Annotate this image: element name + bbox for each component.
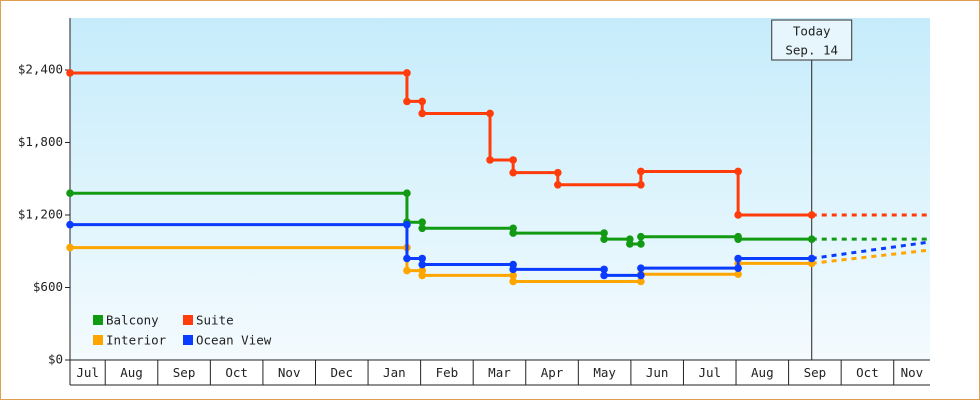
price-point xyxy=(418,254,427,263)
legend-swatch xyxy=(93,335,103,345)
x-tick-label: Jun xyxy=(646,365,669,380)
price-point xyxy=(637,232,645,241)
price-point xyxy=(509,168,517,177)
y-tick-label: $1,800 xyxy=(18,134,63,149)
price-point xyxy=(600,235,608,243)
price-point xyxy=(66,243,74,252)
legend-label: Suite xyxy=(196,313,234,328)
price-point xyxy=(600,229,608,237)
price-point xyxy=(403,266,411,275)
today-label: Today xyxy=(793,24,831,39)
legend-label: Balcony xyxy=(106,313,159,328)
price-point xyxy=(637,180,645,189)
price-point xyxy=(626,240,634,248)
price-point xyxy=(66,220,74,229)
price-point xyxy=(486,109,494,118)
legend-swatch xyxy=(183,335,193,345)
x-tick-label: Feb xyxy=(436,365,459,380)
price-point xyxy=(418,271,427,280)
legend-label: Interior xyxy=(106,333,167,348)
plot-area xyxy=(70,18,930,360)
price-point xyxy=(734,270,742,278)
price-point xyxy=(600,271,608,280)
price-point xyxy=(637,271,645,280)
layer: $0 $600 $1,200 $1,800 $2,400 Jul Aug Sep Oct Nov D… xyxy=(18,18,931,386)
x-tick-label: Oct xyxy=(225,365,248,380)
price-point xyxy=(418,97,427,106)
y-tick-label: $0 xyxy=(48,352,63,367)
x-tick-label: Apr xyxy=(541,365,564,380)
legend-label: Ocean View xyxy=(196,333,272,348)
price-point xyxy=(66,69,74,77)
x-tick-label: Jul xyxy=(698,365,721,380)
price-point xyxy=(637,264,645,272)
price-point xyxy=(509,277,517,286)
price-point xyxy=(734,235,742,243)
price-point xyxy=(554,168,562,177)
price-point xyxy=(486,156,494,164)
price-point xyxy=(509,271,517,280)
price-point xyxy=(637,277,645,286)
price-point xyxy=(509,229,517,237)
price-point xyxy=(637,167,645,176)
price-point xyxy=(734,211,742,219)
y-tick-label: $600 xyxy=(33,279,63,294)
x-tick-label: Jul xyxy=(76,365,99,380)
price-point xyxy=(403,69,411,77)
x-tick-label: Jan xyxy=(383,365,406,380)
y-tick-label: $1,200 xyxy=(18,206,63,221)
price-point xyxy=(734,254,742,263)
legend-swatch xyxy=(93,315,103,325)
price-point xyxy=(600,265,608,274)
price-point xyxy=(554,180,562,189)
price-point xyxy=(403,97,411,106)
price-point xyxy=(403,254,411,263)
price-point xyxy=(734,264,742,272)
price-point xyxy=(807,211,816,219)
x-tick-label: Dec xyxy=(330,365,353,380)
x-tick-label: Mar xyxy=(488,365,511,380)
price-point xyxy=(418,109,427,118)
price-point xyxy=(403,220,411,229)
x-tick-label: Aug xyxy=(751,365,774,380)
x-tick-label: Nov xyxy=(901,365,924,380)
today-label: Sep. 14 xyxy=(785,43,838,58)
price-point xyxy=(807,235,816,243)
price-point xyxy=(418,218,427,227)
legend-swatch xyxy=(183,315,193,325)
price-point xyxy=(509,265,517,274)
price-point xyxy=(807,254,816,263)
price-point xyxy=(66,189,74,198)
price-line xyxy=(70,71,812,217)
x-tick-label: May xyxy=(593,365,616,380)
price-point xyxy=(734,167,742,176)
price-point xyxy=(637,240,645,248)
x-tick-label: Sep xyxy=(804,365,827,380)
x-tick-label: Oct xyxy=(856,365,879,380)
x-tick-label: Aug xyxy=(120,365,143,380)
price-point xyxy=(509,156,517,164)
today-box xyxy=(771,19,853,61)
price-point xyxy=(418,224,427,233)
price-point xyxy=(418,260,427,269)
price-point xyxy=(403,189,411,198)
x-tick-label: Nov xyxy=(278,365,301,380)
y-tick-label: $2,400 xyxy=(18,61,63,76)
x-tick-label: Sep xyxy=(173,365,196,380)
